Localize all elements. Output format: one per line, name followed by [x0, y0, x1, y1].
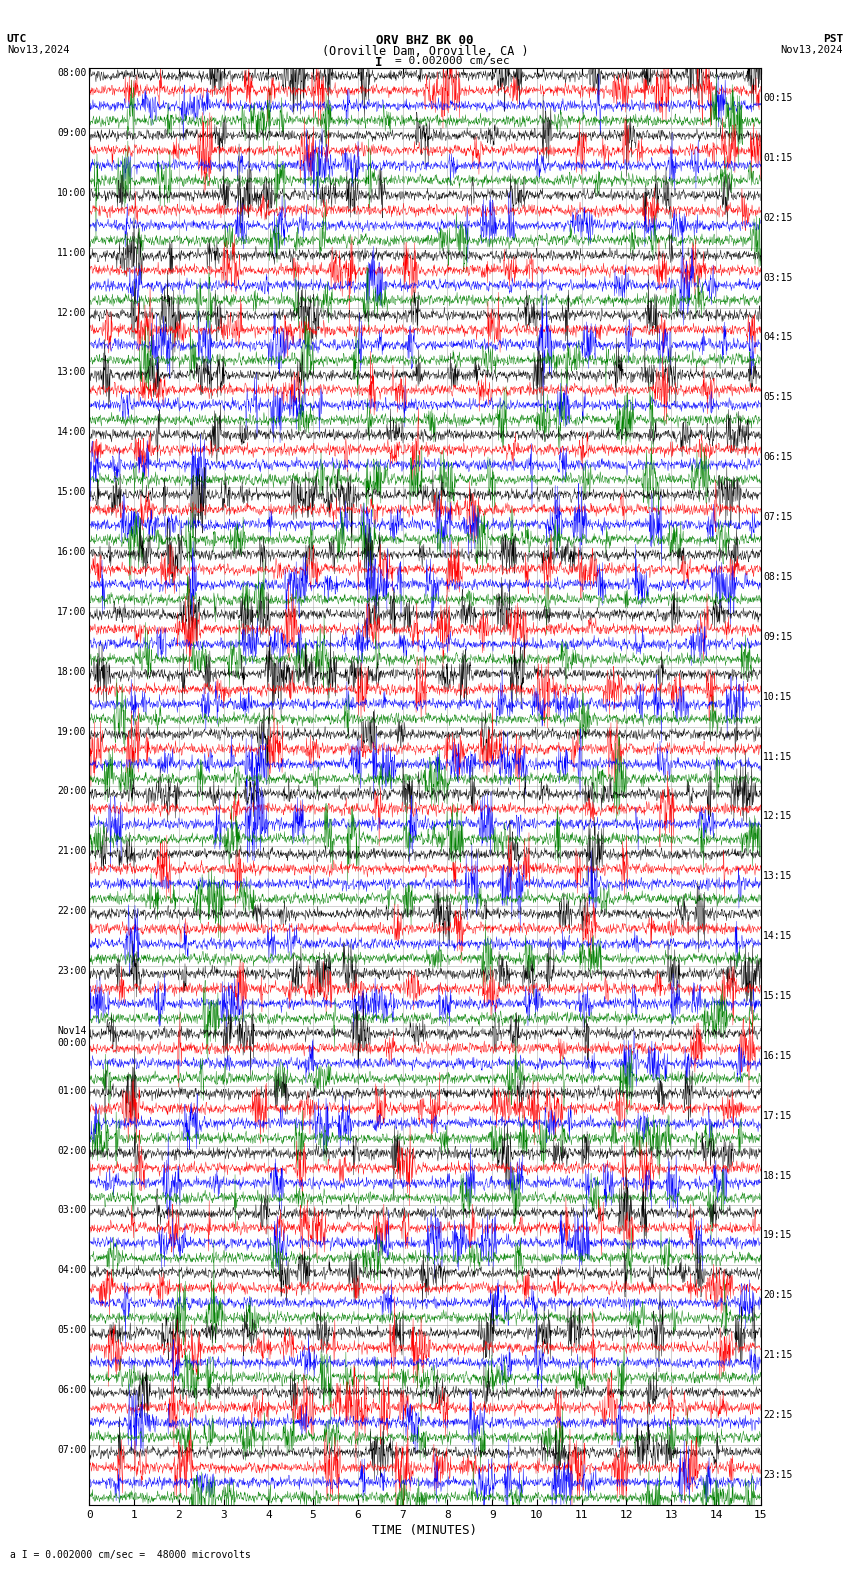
X-axis label: TIME (MINUTES): TIME (MINUTES)	[372, 1524, 478, 1536]
Text: 14:00: 14:00	[57, 428, 87, 437]
Text: 10:15: 10:15	[763, 692, 793, 702]
Text: 22:00: 22:00	[57, 906, 87, 916]
Text: 14:15: 14:15	[763, 931, 793, 941]
Text: ORV BHZ BK 00: ORV BHZ BK 00	[377, 33, 473, 48]
Text: 19:00: 19:00	[57, 727, 87, 737]
Text: 02:15: 02:15	[763, 212, 793, 223]
Text: 11:00: 11:00	[57, 247, 87, 258]
Text: I: I	[375, 55, 382, 70]
Text: 04:00: 04:00	[57, 1266, 87, 1275]
Text: Nov13,2024: Nov13,2024	[7, 44, 70, 55]
Text: 01:00: 01:00	[57, 1085, 87, 1096]
Text: 09:00: 09:00	[57, 128, 87, 138]
Text: PST: PST	[823, 33, 843, 44]
Text: 20:15: 20:15	[763, 1291, 793, 1300]
Text: 01:15: 01:15	[763, 154, 793, 163]
Text: Nov14
00:00: Nov14 00:00	[57, 1026, 87, 1047]
Text: Nov13,2024: Nov13,2024	[780, 44, 843, 55]
Text: 23:00: 23:00	[57, 966, 87, 976]
Text: 02:00: 02:00	[57, 1145, 87, 1156]
Text: 17:00: 17:00	[57, 607, 87, 616]
Text: 23:15: 23:15	[763, 1470, 793, 1479]
Text: 03:00: 03:00	[57, 1205, 87, 1215]
Text: (Oroville Dam, Oroville, CA ): (Oroville Dam, Oroville, CA )	[321, 44, 529, 59]
Text: 16:15: 16:15	[763, 1050, 793, 1061]
Text: 21:15: 21:15	[763, 1350, 793, 1361]
Text: 15:00: 15:00	[57, 488, 87, 497]
Text: 21:00: 21:00	[57, 846, 87, 857]
Text: 22:15: 22:15	[763, 1410, 793, 1419]
Text: 15:15: 15:15	[763, 992, 793, 1001]
Text: 18:15: 18:15	[763, 1171, 793, 1180]
Text: 06:15: 06:15	[763, 451, 793, 463]
Text: 18:00: 18:00	[57, 667, 87, 676]
Text: 04:15: 04:15	[763, 333, 793, 342]
Text: 05:00: 05:00	[57, 1326, 87, 1335]
Text: 16:00: 16:00	[57, 546, 87, 558]
Text: 08:00: 08:00	[57, 68, 87, 78]
Text: 07:00: 07:00	[57, 1445, 87, 1456]
Text: 13:00: 13:00	[57, 367, 87, 377]
Text: 08:15: 08:15	[763, 572, 793, 581]
Text: 05:15: 05:15	[763, 393, 793, 402]
Text: 17:15: 17:15	[763, 1110, 793, 1121]
Text: 12:00: 12:00	[57, 307, 87, 317]
Text: 12:15: 12:15	[763, 811, 793, 822]
Text: 09:15: 09:15	[763, 632, 793, 642]
Text: = 0.002000 cm/sec: = 0.002000 cm/sec	[395, 55, 510, 67]
Text: 13:15: 13:15	[763, 871, 793, 881]
Text: 11:15: 11:15	[763, 751, 793, 762]
Text: 10:00: 10:00	[57, 188, 87, 198]
Text: 03:15: 03:15	[763, 272, 793, 282]
Text: a I = 0.002000 cm/sec =  48000 microvolts: a I = 0.002000 cm/sec = 48000 microvolts	[10, 1551, 251, 1560]
Text: 00:15: 00:15	[763, 93, 793, 103]
Text: UTC: UTC	[7, 33, 27, 44]
Text: 07:15: 07:15	[763, 512, 793, 523]
Text: 19:15: 19:15	[763, 1231, 793, 1240]
Text: 06:00: 06:00	[57, 1384, 87, 1396]
Text: 20:00: 20:00	[57, 787, 87, 797]
